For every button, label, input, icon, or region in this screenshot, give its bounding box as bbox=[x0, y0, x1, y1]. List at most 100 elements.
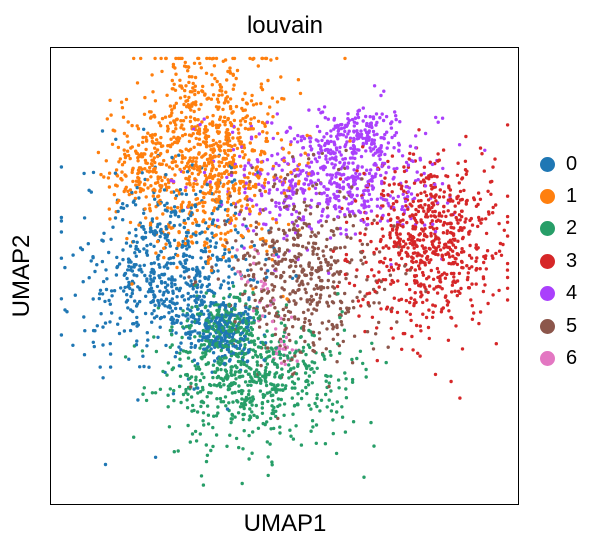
point-cluster-0 bbox=[197, 338, 201, 343]
point-cluster-0 bbox=[86, 242, 91, 246]
point-cluster-1 bbox=[217, 160, 221, 164]
point-cluster-0 bbox=[194, 290, 199, 294]
point-cluster-2 bbox=[140, 349, 145, 353]
point-cluster-1 bbox=[116, 145, 121, 150]
point-cluster-0 bbox=[175, 318, 180, 323]
point-cluster-5 bbox=[299, 253, 303, 257]
point-cluster-2 bbox=[243, 400, 247, 405]
point-cluster-4 bbox=[284, 130, 288, 134]
point-cluster-4 bbox=[320, 214, 324, 218]
point-cluster-6 bbox=[272, 298, 276, 302]
point-cluster-4 bbox=[358, 172, 362, 176]
point-cluster-3 bbox=[430, 240, 434, 244]
point-cluster-4 bbox=[270, 153, 274, 158]
point-cluster-1 bbox=[211, 123, 215, 128]
point-cluster-0 bbox=[195, 320, 199, 324]
point-cluster-2 bbox=[207, 391, 211, 395]
point-cluster-3 bbox=[370, 315, 375, 319]
point-cluster-0 bbox=[141, 354, 145, 358]
point-cluster-1 bbox=[180, 160, 184, 164]
point-cluster-2 bbox=[168, 345, 172, 349]
point-cluster-2 bbox=[288, 428, 292, 432]
point-cluster-0 bbox=[125, 276, 129, 281]
point-cluster-4 bbox=[329, 134, 333, 138]
point-cluster-1 bbox=[155, 138, 159, 142]
point-cluster-0 bbox=[194, 233, 198, 237]
point-cluster-0 bbox=[140, 171, 144, 175]
point-cluster-5 bbox=[279, 276, 283, 280]
point-cluster-0 bbox=[186, 303, 190, 307]
point-cluster-3 bbox=[361, 145, 365, 149]
point-cluster-2 bbox=[301, 359, 305, 363]
point-cluster-5 bbox=[282, 253, 286, 257]
point-cluster-3 bbox=[437, 195, 442, 199]
point-cluster-0 bbox=[200, 300, 204, 305]
point-cluster-2 bbox=[239, 325, 243, 330]
point-cluster-1 bbox=[204, 71, 209, 76]
legend-marker bbox=[540, 189, 555, 205]
point-cluster-2 bbox=[152, 335, 156, 339]
point-cluster-3 bbox=[397, 239, 402, 244]
point-cluster-1 bbox=[160, 116, 165, 121]
point-cluster-3 bbox=[423, 203, 427, 207]
point-cluster-0 bbox=[192, 294, 196, 298]
point-cluster-1 bbox=[265, 139, 270, 143]
point-cluster-4 bbox=[361, 119, 365, 123]
point-cluster-3 bbox=[413, 227, 417, 231]
point-cluster-5 bbox=[293, 354, 297, 358]
point-cluster-3 bbox=[392, 182, 396, 186]
point-cluster-1 bbox=[262, 181, 267, 185]
point-cluster-1 bbox=[296, 78, 301, 82]
point-cluster-2 bbox=[270, 460, 274, 464]
point-cluster-1 bbox=[149, 115, 153, 119]
point-cluster-4 bbox=[244, 181, 248, 185]
point-cluster-1 bbox=[150, 73, 154, 77]
point-cluster-5 bbox=[303, 287, 307, 291]
point-cluster-1 bbox=[253, 193, 257, 198]
point-cluster-3 bbox=[441, 257, 445, 262]
point-cluster-2 bbox=[201, 419, 205, 423]
point-cluster-5 bbox=[309, 294, 314, 298]
point-cluster-0 bbox=[159, 227, 163, 232]
point-cluster-1 bbox=[225, 200, 230, 204]
point-cluster-6 bbox=[239, 276, 244, 281]
point-cluster-1 bbox=[114, 168, 119, 172]
point-cluster-5 bbox=[353, 214, 357, 218]
point-cluster-2 bbox=[310, 381, 314, 385]
point-cluster-4 bbox=[316, 178, 321, 182]
legend-item-0: 0 bbox=[540, 148, 577, 180]
point-cluster-1 bbox=[263, 56, 268, 61]
point-cluster-1 bbox=[173, 173, 177, 177]
point-cluster-2 bbox=[296, 377, 301, 381]
point-cluster-0 bbox=[203, 246, 207, 250]
point-cluster-2 bbox=[294, 372, 299, 376]
point-cluster-1 bbox=[187, 200, 191, 205]
point-cluster-2 bbox=[216, 360, 220, 364]
point-cluster-2 bbox=[188, 440, 192, 444]
point-cluster-3 bbox=[417, 128, 421, 132]
point-cluster-0 bbox=[103, 321, 108, 325]
point-cluster-5 bbox=[249, 268, 253, 272]
point-cluster-1 bbox=[237, 191, 241, 195]
point-cluster-3 bbox=[375, 221, 379, 225]
point-cluster-1 bbox=[174, 127, 178, 131]
point-cluster-1 bbox=[151, 90, 155, 94]
point-cluster-0 bbox=[148, 283, 153, 287]
point-cluster-1 bbox=[193, 88, 197, 93]
point-cluster-2 bbox=[253, 349, 257, 354]
point-cluster-4 bbox=[336, 215, 340, 219]
point-cluster-2 bbox=[248, 305, 252, 309]
point-cluster-3 bbox=[464, 217, 468, 221]
point-cluster-0 bbox=[213, 245, 217, 249]
point-cluster-1 bbox=[251, 103, 256, 107]
point-cluster-4 bbox=[282, 188, 286, 193]
point-cluster-1 bbox=[176, 205, 180, 210]
point-cluster-1 bbox=[186, 65, 190, 69]
point-cluster-3 bbox=[429, 174, 433, 178]
point-cluster-4 bbox=[309, 227, 313, 231]
point-cluster-5 bbox=[395, 320, 399, 324]
point-cluster-0 bbox=[158, 265, 162, 269]
legend-item-6: 6 bbox=[540, 342, 577, 374]
point-cluster-5 bbox=[254, 225, 258, 230]
point-cluster-2 bbox=[250, 399, 254, 403]
